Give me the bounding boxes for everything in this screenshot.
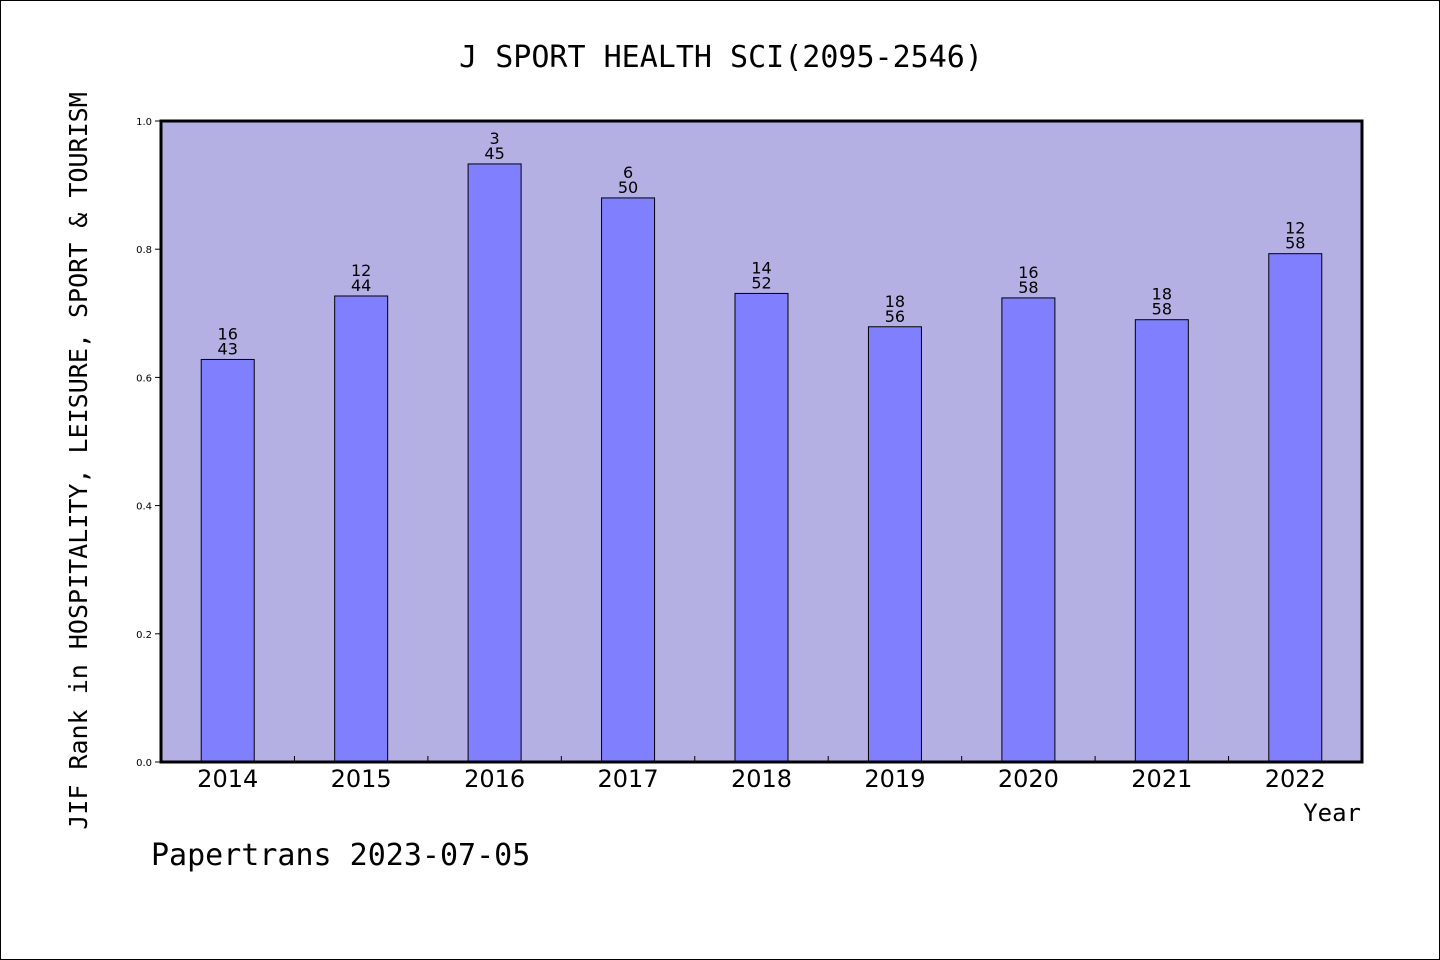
y-tick-label: 0.0 bbox=[136, 758, 152, 769]
footer-text: Papertrans 2023-07-05 bbox=[151, 838, 530, 873]
y-tick-label: 0.6 bbox=[136, 373, 152, 384]
x-axis: 2014 2015 2016 2017 2018 2019 2020 2021 2022 bbox=[197, 756, 1326, 793]
x-tick-label: 2014 bbox=[197, 765, 258, 793]
x-axis-label: Year bbox=[1303, 799, 1361, 827]
plot-frame bbox=[159, 119, 1364, 764]
chart-title: J SPORT HEALTH SCI(2095-2546) bbox=[459, 40, 983, 75]
x-tick-label: 2022 bbox=[1265, 765, 1326, 793]
data-label-total: 58 bbox=[1285, 234, 1305, 253]
bar-2021 bbox=[1134, 319, 1189, 763]
bar-2015 bbox=[334, 295, 389, 763]
x-tick-label: 2018 bbox=[731, 765, 792, 793]
bar-2019 bbox=[867, 326, 922, 763]
y-axis-label: JIF Rank in HOSPITALITY, LEISURE, SPORT … bbox=[64, 92, 93, 830]
data-label-total: 58 bbox=[1152, 300, 1172, 319]
bar-2018 bbox=[734, 292, 789, 763]
bar-2020 bbox=[1001, 297, 1056, 763]
bar-2017 bbox=[601, 197, 656, 763]
data-label-rank: 14 bbox=[751, 258, 771, 277]
bars bbox=[200, 163, 1323, 763]
bar-2016 bbox=[467, 163, 522, 763]
data-label-total: 43 bbox=[218, 339, 238, 358]
data-label-rank: 6 bbox=[623, 163, 633, 182]
data-label-rank: 18 bbox=[885, 292, 905, 311]
data-label-rank: 16 bbox=[1018, 263, 1038, 282]
y-tick-label: 0.4 bbox=[136, 502, 152, 513]
y-tick-label: 0.8 bbox=[136, 245, 152, 256]
data-label-total: 56 bbox=[885, 307, 905, 326]
data-label-total: 52 bbox=[751, 273, 771, 292]
x-tick-label: 2019 bbox=[864, 765, 925, 793]
bar-2022 bbox=[1268, 253, 1323, 763]
data-label-rank: 12 bbox=[1285, 219, 1305, 238]
y-axis: 0.0 0.2 0.4 0.6 0.8 1.0 bbox=[136, 117, 161, 769]
data-label-rank: 12 bbox=[351, 261, 371, 280]
data-label-total: 50 bbox=[618, 178, 638, 197]
x-tick-label: 2017 bbox=[598, 765, 659, 793]
x-tick-label: 2015 bbox=[331, 765, 392, 793]
data-label-total: 45 bbox=[484, 144, 504, 163]
data-label-total: 44 bbox=[351, 276, 371, 295]
y-tick-label: 0.2 bbox=[136, 630, 152, 641]
x-tick-label: 2016 bbox=[464, 765, 525, 793]
y-tick-label: 1.0 bbox=[136, 117, 152, 128]
x-tick-label: 2021 bbox=[1131, 765, 1192, 793]
data-label-rank: 18 bbox=[1152, 285, 1172, 304]
data-label-total: 58 bbox=[1018, 278, 1038, 297]
x-tick-label: 2020 bbox=[998, 765, 1059, 793]
bar-2014 bbox=[200, 358, 255, 763]
data-label-rank: 3 bbox=[490, 129, 500, 148]
data-label-rank: 16 bbox=[218, 324, 238, 343]
